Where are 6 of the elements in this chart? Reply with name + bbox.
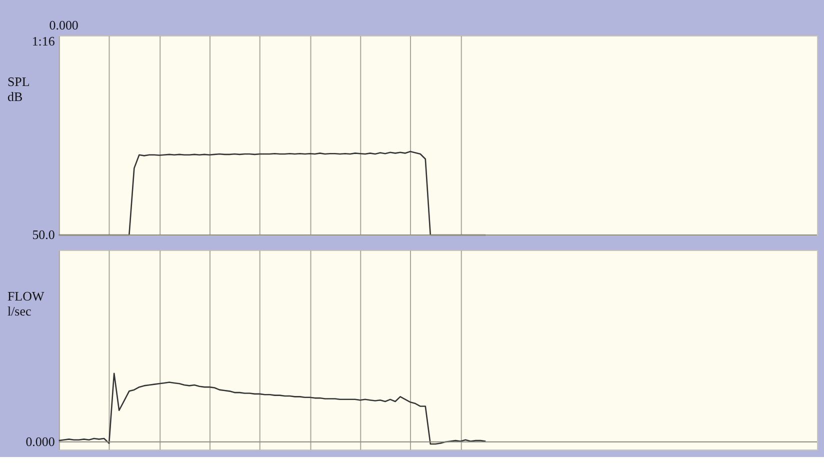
text: 50.0: [32, 226, 55, 242]
y-axis-title: SPL dB: [7, 74, 30, 104]
text: 0.000: [26, 434, 55, 449]
text: 1:16: [32, 33, 56, 48]
y-axis-title: FLOW l/sec: [7, 288, 45, 318]
text: 0.000: [49, 17, 78, 32]
